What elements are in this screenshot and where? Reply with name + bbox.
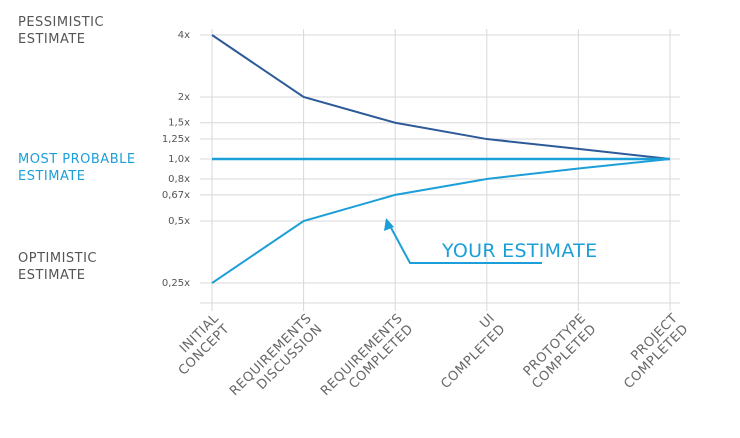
series-label: MOST PROBABLE ESTIMATE bbox=[18, 152, 136, 185]
y-tick-label: 1,0x bbox=[168, 154, 190, 165]
series-line bbox=[211, 34, 671, 161]
y-tick-label: 0,8x bbox=[168, 174, 190, 185]
arrow-head bbox=[384, 218, 394, 231]
annotation-arrow bbox=[388, 223, 542, 264]
series-label: PESSIMISTIC ESTIMATE bbox=[18, 15, 105, 47]
y-tick-label: 0,25x bbox=[162, 278, 190, 289]
y-tick-label: 1,5x bbox=[168, 118, 190, 129]
annotation: YOUR ESTIMATE bbox=[442, 240, 598, 262]
plot-area: 4x 2x 1,5x 1,25x 1,0x 0,8x 0,67x 0,5x 0,25x bbox=[162, 29, 680, 311]
series-line bbox=[211, 158, 671, 284]
y-tick-label: 0,67x bbox=[162, 190, 190, 201]
y-tick-label: 1,25x bbox=[162, 134, 190, 145]
y-tick-label: 4x bbox=[178, 30, 190, 41]
y-tick-label: 0,5x bbox=[168, 216, 190, 227]
series-label: OPTIMISTIC ESTIMATE bbox=[18, 251, 98, 283]
y-tick-label: 2x bbox=[178, 92, 190, 103]
